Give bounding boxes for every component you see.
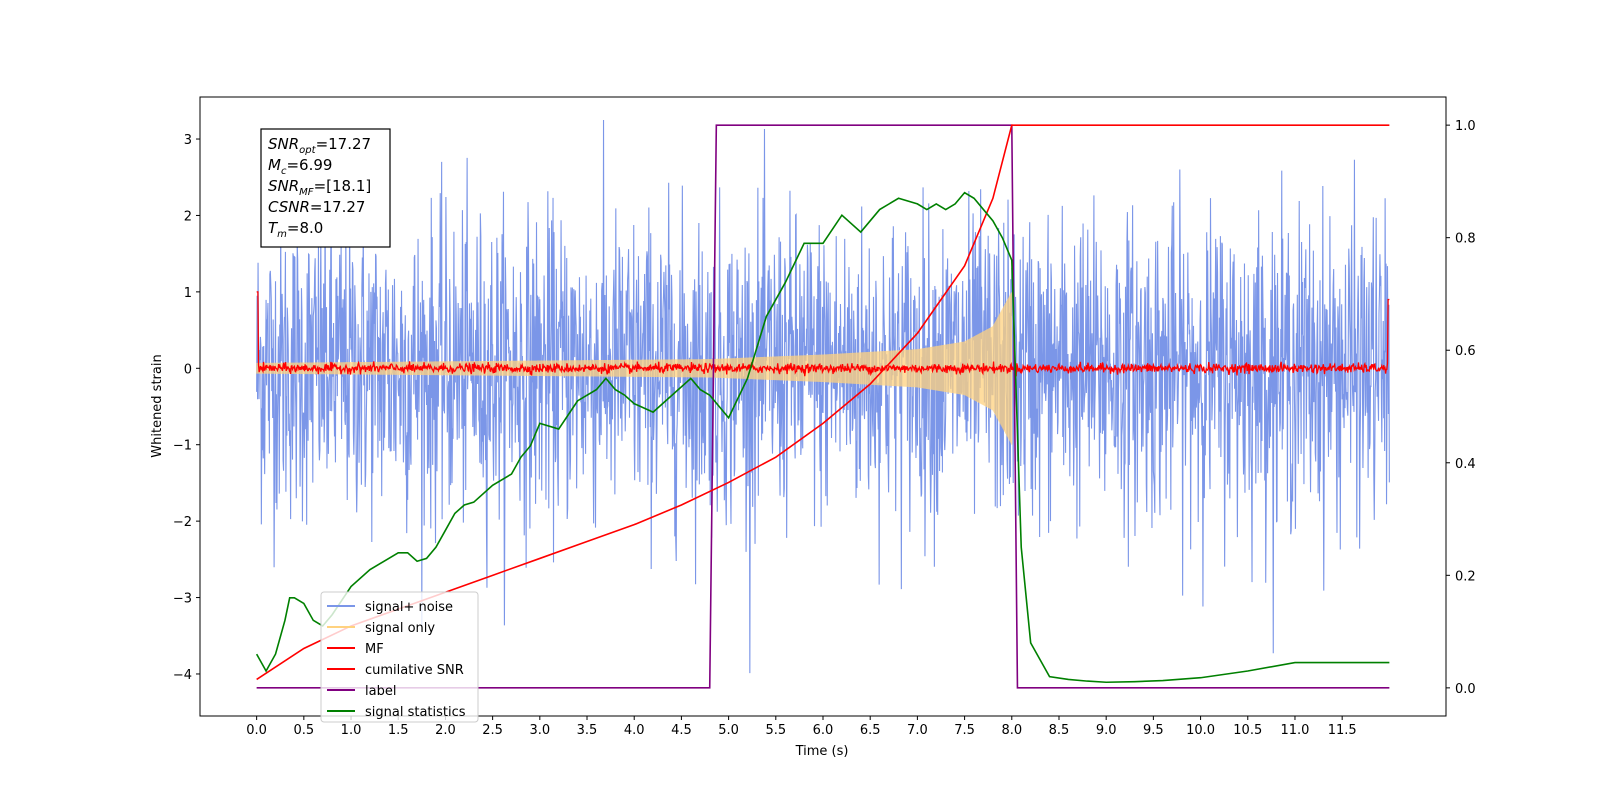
x-tick-label: 11.5: [1328, 723, 1357, 738]
x-tick-label: 9.5: [1143, 723, 1164, 738]
x-tick-label: 10.5: [1233, 723, 1262, 738]
x-tick-label: 5.5: [765, 723, 786, 738]
x-tick-label: 6.0: [813, 723, 834, 738]
x-axis-label: Time (s): [795, 744, 849, 759]
annotation-subscript: MF: [299, 187, 314, 198]
y-tick-label: −4: [173, 668, 192, 683]
annotation-symbol: SNR: [268, 135, 299, 153]
annotation-line: CSNR=17.27: [268, 198, 365, 216]
x-tick-label: 8.5: [1049, 723, 1070, 738]
x-tick-label: 3.0: [529, 723, 550, 738]
series-signal-statistics: [255, 191, 1390, 684]
y2-tick-label: 0.8: [1455, 232, 1476, 247]
annotation-symbol: M: [268, 156, 281, 174]
x-tick-label: 5.0: [718, 723, 739, 738]
x-tick-label: 3.5: [577, 723, 598, 738]
x-tick-label: 9.0: [1096, 723, 1117, 738]
y-tick-label: −2: [173, 515, 192, 530]
annotation-value: =17.27: [316, 135, 372, 153]
x-tick-label: 10.0: [1186, 723, 1215, 738]
x-tick-label: 4.0: [624, 723, 645, 738]
y-tick-label: 3: [184, 133, 192, 148]
x-tick-label: 4.5: [671, 723, 692, 738]
x-tick-label: 1.5: [388, 723, 409, 738]
legend-label: signal statistics: [365, 705, 466, 720]
y-axis-right: 0.0 0.2 0.4 0.6 0.8 1.0: [1446, 119, 1476, 697]
series-mf: [256, 291, 1390, 377]
y2-tick-label: 0.6: [1455, 344, 1476, 359]
legend-frame: [320, 591, 479, 723]
legend-label: signal only: [365, 621, 435, 636]
annotation-subscript: m: [277, 229, 287, 240]
annotation-value: =17.27: [310, 198, 366, 216]
annotation-line: SNRMF=[18.1]: [268, 177, 371, 198]
x-tick-label: 0.0: [246, 723, 267, 738]
x-tick-label: 7.5: [954, 723, 975, 738]
annotation-line: Tm=8.0: [268, 219, 323, 240]
annotation-value: =[18.1]: [314, 177, 372, 195]
y-axis-left: −4 −3 −2 −1 0 1 2 3: [173, 133, 200, 683]
y-tick-label: 1: [184, 286, 192, 301]
y-tick-label: 0: [184, 362, 192, 377]
legend-label: MF: [365, 642, 384, 657]
x-tick-label: 8.0: [1001, 723, 1022, 738]
y-tick-label: −1: [173, 439, 192, 454]
y2-tick-label: 0.4: [1455, 457, 1476, 472]
y-tick-label: 2: [184, 209, 192, 224]
x-tick-label: 0.5: [293, 723, 314, 738]
annotation-frame: [260, 128, 391, 248]
annotation-line: Mc=6.99: [268, 156, 332, 177]
annotation-symbol: SNR: [268, 177, 299, 195]
annotation-box: SNRopt=17.27Mc=6.99SNRMF=[18.1]CSNR=17.2…: [260, 128, 391, 248]
annotation-subscript: c: [281, 166, 287, 177]
annotation-value: =6.99: [286, 156, 332, 174]
y2-tick-label: 0.0: [1455, 682, 1476, 697]
annotation-line: SNRopt=17.27: [268, 135, 371, 156]
y-tick-label: −3: [173, 592, 192, 607]
x-tick-label: 1.0: [341, 723, 362, 738]
legend-label: label: [365, 684, 396, 699]
x-tick-label: 11.0: [1280, 723, 1309, 738]
legend: signal+ noise signal only MF cumilative SNR…: [320, 591, 479, 723]
y2-tick-label: 1.0: [1455, 119, 1476, 134]
annotation-subscript: opt: [299, 145, 316, 156]
series-label: [256, 124, 1390, 689]
x-tick-label: 7.0: [907, 723, 928, 738]
x-axis: 0.0 0.5 1.0 1.5 2.0 2.5 3.0 3.5 4.0 4.5 5.0 5.5 6.0 6…: [246, 716, 1357, 738]
x-tick-label: 2.5: [482, 723, 503, 738]
annotation-symbol: CSNR: [268, 198, 310, 216]
x-tick-label: 2.0: [435, 723, 456, 738]
legend-label: signal+ noise: [365, 600, 453, 615]
legend-label: cumilative SNR: [365, 663, 464, 678]
y2-tick-label: 0.2: [1455, 569, 1476, 584]
annotation-value: =8.0: [287, 219, 323, 237]
x-tick-label: 6.5: [860, 723, 881, 738]
y-axis-label: Whitened strain: [150, 354, 165, 457]
annotation-symbol: T: [268, 219, 279, 237]
